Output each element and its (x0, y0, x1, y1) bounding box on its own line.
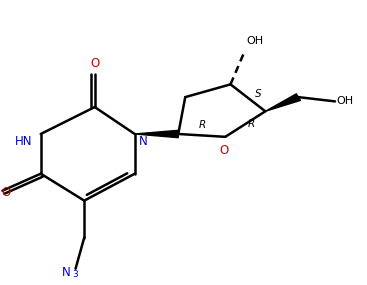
Text: R: R (248, 119, 255, 129)
Text: OH: OH (337, 95, 354, 105)
Text: 3: 3 (72, 270, 78, 279)
Polygon shape (135, 130, 178, 138)
Text: R: R (199, 120, 206, 130)
Text: N: N (62, 266, 70, 279)
Text: OH: OH (246, 36, 263, 46)
Polygon shape (265, 94, 301, 111)
Text: N: N (139, 135, 148, 148)
Text: O: O (90, 57, 99, 70)
Text: HN: HN (15, 135, 32, 148)
Text: O: O (219, 144, 228, 158)
Text: S: S (255, 89, 262, 99)
Text: O: O (2, 186, 11, 200)
